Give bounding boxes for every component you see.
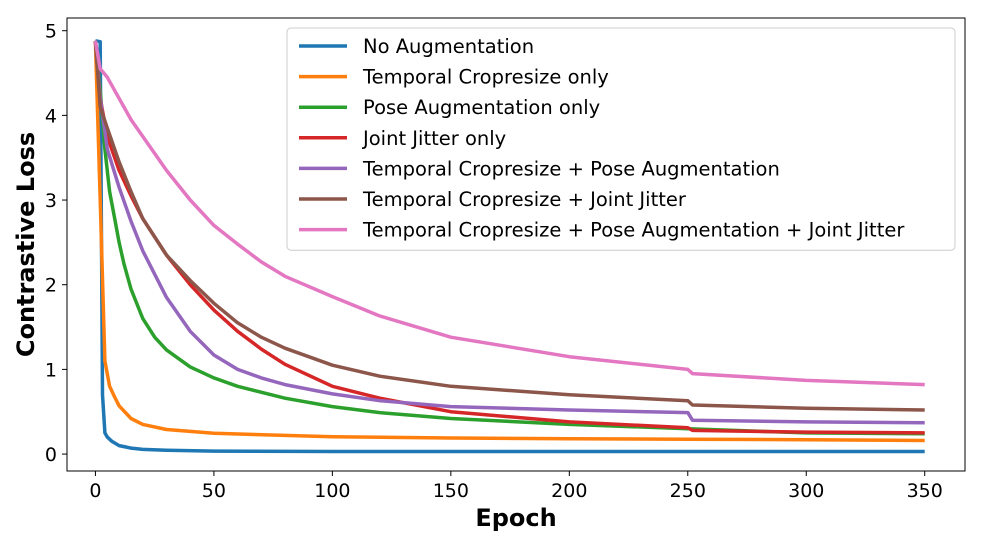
y-tick-label: 2 (45, 275, 57, 297)
legend: No Augmentation Temporal Cropresize only P… (286, 27, 956, 251)
y-tick-label: 0 (45, 444, 57, 466)
series-line-4 (93, 40, 925, 425)
legend-label-6: Temporal Cropresize + Pose Augmentation … (362, 219, 905, 242)
series-line-5 (93, 40, 925, 412)
legend-label-5: Temporal Cropresize + Joint Jitter (362, 188, 687, 211)
x-tick-label: 50 (202, 480, 226, 502)
legend-label-0: No Augmentation (363, 35, 534, 58)
y-tick-label: 4 (45, 105, 57, 127)
y-tick-label: 5 (45, 21, 57, 43)
y-tick-label: 1 (45, 359, 57, 381)
series-line-6 (93, 40, 925, 387)
x-tick-label: 150 (433, 480, 469, 502)
series-line-2 (93, 40, 925, 436)
x-tick-label: 100 (314, 480, 350, 502)
x-tick-label: 200 (551, 480, 587, 502)
plot-lines (93, 39, 925, 454)
plot-frame (66, 17, 966, 472)
legend-label-3: Joint Jitter only (361, 127, 506, 150)
y-axis: 0 1 2 3 4 5 (45, 21, 67, 466)
legend-box (286, 27, 956, 251)
x-tick-label: 350 (907, 480, 943, 502)
series-line-1 (93, 40, 925, 443)
x-tick-label: 0 (89, 480, 101, 502)
x-axis: 0 50 100 150 200 250 300 350 (89, 471, 943, 502)
x-tick-label: 250 (670, 480, 706, 502)
x-axis-label: Epoch (475, 504, 556, 532)
series-line-3 (93, 40, 925, 435)
y-axis-label: Contrastive Loss (12, 132, 40, 357)
y-tick-label: 3 (45, 190, 57, 212)
x-tick-label: 300 (788, 480, 824, 502)
legend-label-4: Temporal Cropresize + Pose Augmentation (362, 157, 780, 180)
series-line-0 (95, 39, 925, 454)
legend-label-2: Pose Augmentation only (363, 96, 600, 119)
legend-label-1: Temporal Cropresize only (362, 66, 609, 89)
